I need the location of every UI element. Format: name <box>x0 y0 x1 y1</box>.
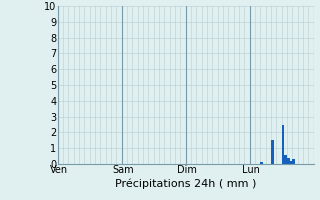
Bar <box>284 155 287 164</box>
Bar <box>271 140 274 164</box>
Bar <box>260 162 263 164</box>
Bar <box>287 158 290 164</box>
Bar <box>292 159 295 164</box>
Bar <box>290 161 292 164</box>
X-axis label: Précipitations 24h ( mm ): Précipitations 24h ( mm ) <box>115 178 256 189</box>
Bar <box>282 124 284 164</box>
